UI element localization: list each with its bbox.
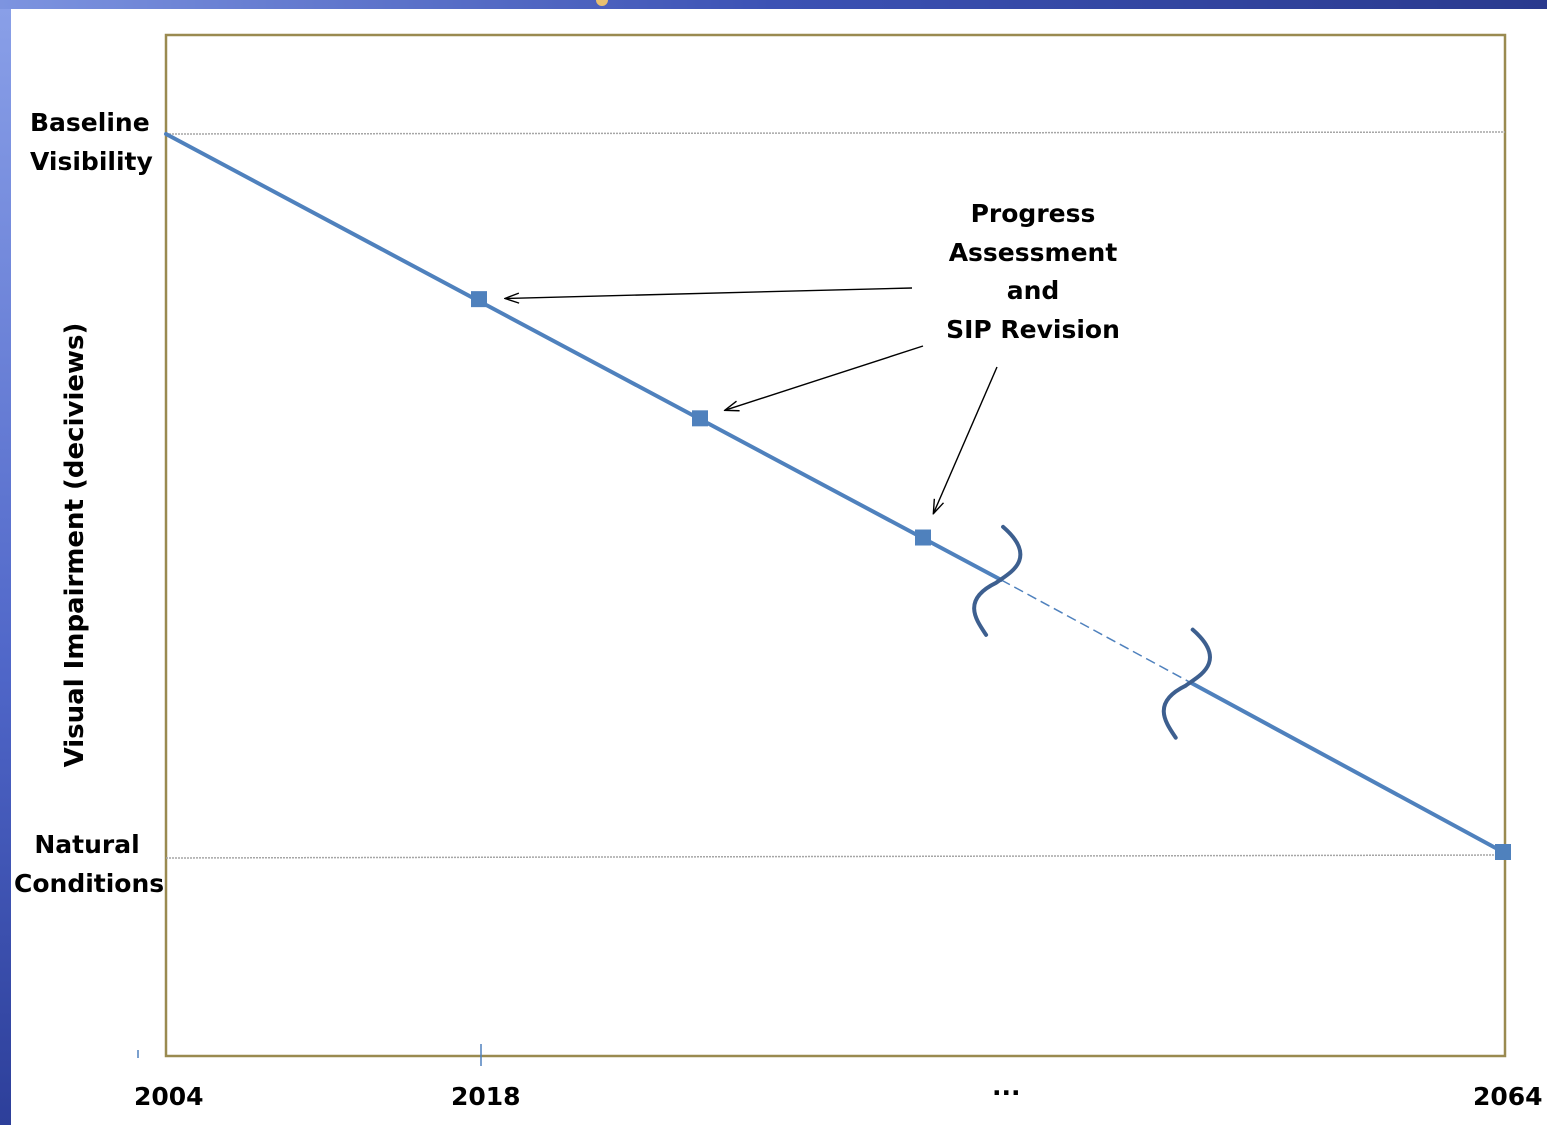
y-level-label-line: Baseline [30,108,150,137]
y-level-label-line: Natural [34,830,140,859]
annotation-arrows [505,287,998,514]
annotation-line: Progress [970,199,1096,228]
annotation-arrow [933,366,998,514]
x-tick-label: 2018 [451,1082,521,1111]
axis-break-symbol [972,524,1023,637]
annotation-line: Assessment [948,237,1118,267]
glidepath-series [164,132,1511,860]
slide-top-border [0,0,1547,9]
series-marker [915,529,931,546]
y-level-label-natural: Natural Conditions [14,825,165,903]
plot-frame [164,33,1507,1058]
series-marker [692,410,708,427]
baseline-reference-line [165,131,1506,135]
x-tick-label: 2004 [134,1082,204,1111]
y-level-label-baseline: Baseline Visibility [30,103,153,181]
slide-left-border [0,0,11,1125]
natural-conditions-reference-line [165,854,1506,859]
axis-break-symbol [1161,627,1212,740]
y-level-label-line: Visibility [30,147,153,176]
series-marker [471,291,487,308]
x-tick-label: ... [992,1072,1021,1101]
progress-annotation: Progress Assessment and SIP Revision [938,195,1128,349]
series-line-solid [1188,680,1505,854]
series-line-solid [164,132,1004,582]
annotation-line: SIP Revision [946,314,1120,344]
y-level-label-line: Conditions [14,869,165,898]
y-axis-title: Visual Impairment (deciviews) [60,322,90,768]
series-line-projected [1000,579,1192,684]
series-marker [1495,844,1511,860]
x-tick-label: 2064 [1473,1082,1543,1111]
slide-top-ornament [596,0,608,6]
annotation-arrow [505,287,913,298]
annotation-arrow [725,345,924,410]
annotation-line: and [1006,276,1060,305]
